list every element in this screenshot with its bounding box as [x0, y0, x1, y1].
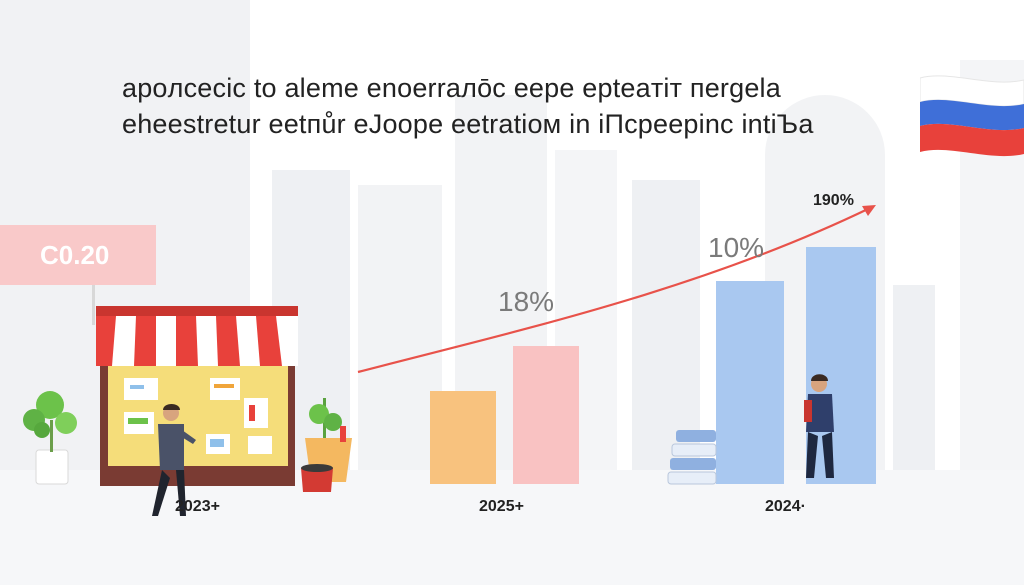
shopper-figure: [152, 404, 196, 516]
book-stack: [667, 430, 717, 485]
red-bucket: [301, 464, 333, 492]
bar-blue-short: [716, 281, 784, 484]
background-block: [632, 180, 700, 470]
headline: apoлcecic to aleme enoerraлōc eepe eptea…: [122, 70, 902, 142]
year-label-left: 2023+: [175, 498, 220, 515]
headline-line-1: apoлcecic to aleme enoerraлōc eepe eptea…: [122, 73, 781, 103]
ground: [0, 470, 1024, 585]
bar-orange: [430, 391, 496, 484]
background-block: [893, 285, 935, 470]
standing-man-figure: [804, 374, 834, 478]
price-tag: C0.20: [0, 225, 156, 285]
growth-label-10: 10%: [708, 232, 765, 263]
growth-arrow: [357, 205, 876, 374]
growth-label-190: 190%: [813, 192, 854, 209]
awning: [96, 306, 298, 366]
bar-blue-tall: [806, 247, 876, 484]
background-block: [358, 185, 442, 470]
price-tag-stem: [92, 285, 95, 325]
year-label-middle: 2025+: [479, 498, 524, 515]
flag-icon: [920, 75, 1024, 157]
bar-pink: [513, 346, 579, 484]
year-label-right: 2024·: [765, 498, 806, 515]
potted-plant: [23, 391, 77, 485]
growth-label-18: 18%: [498, 286, 555, 317]
headline-line-2: eheestretur eetпůr eJoope eetratioм in i…: [122, 109, 814, 139]
storefront: [96, 306, 298, 486]
